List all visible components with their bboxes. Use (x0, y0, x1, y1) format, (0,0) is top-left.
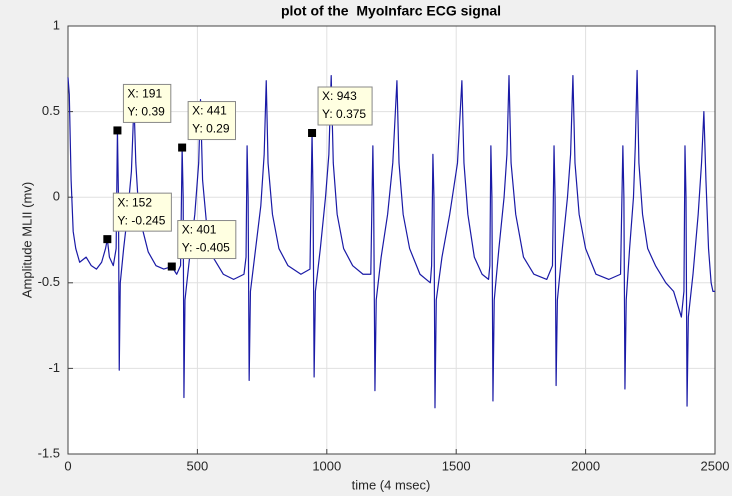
y-tick-label: -1.5 (38, 445, 60, 460)
data-tip-x: X: 943 (322, 89, 357, 103)
x-tick-label: 1500 (442, 458, 471, 473)
y-axis-label: Amplitude MLII (mv) (19, 182, 34, 298)
y-tick-label: -1 (48, 360, 60, 375)
data-tip-marker (103, 235, 112, 244)
chart-title: plot of the MyoInfarc ECG signal (281, 3, 501, 19)
x-tick-label: 0 (64, 458, 71, 473)
data-tip-x: X: 441 (192, 104, 227, 118)
x-tick-label: 1000 (312, 458, 341, 473)
x-tick-label: 2500 (701, 458, 730, 473)
y-tick-label: 1 (53, 17, 60, 32)
data-tip-x: X: 152 (117, 195, 152, 209)
data-tip-marker (113, 126, 122, 135)
x-tick-label: 2000 (571, 458, 600, 473)
y-tick-label: 0 (53, 189, 60, 204)
data-tip-marker (178, 143, 187, 152)
data-tip-y: Y: 0.39 (127, 105, 165, 119)
plot-border (67, 25, 716, 455)
data-tip-y: Y: 0.29 (192, 122, 230, 136)
ecg-line (67, 69, 715, 409)
data-tip-y: Y: -0.405 (182, 241, 230, 255)
data-tip-box (177, 220, 237, 260)
y-tick-label: 0.5 (42, 103, 60, 118)
x-axis-label: time (4 msec) (352, 477, 431, 492)
data-tip-box (112, 192, 172, 232)
data-tip-y: Y: -0.245 (117, 213, 165, 227)
y-tick-label: -0.5 (38, 274, 60, 289)
plot-area (68, 26, 715, 454)
data-tip-box (187, 101, 237, 141)
data-tip-marker (167, 262, 176, 271)
data-tip-x: X: 191 (127, 87, 162, 101)
x-tick-label: 500 (187, 458, 209, 473)
data-tip-box (317, 86, 373, 126)
data-tip-y: Y: 0.375 (322, 107, 366, 121)
data-tip-x: X: 401 (182, 223, 217, 237)
data-tip-box (122, 83, 172, 123)
data-tip-marker (308, 129, 317, 137)
